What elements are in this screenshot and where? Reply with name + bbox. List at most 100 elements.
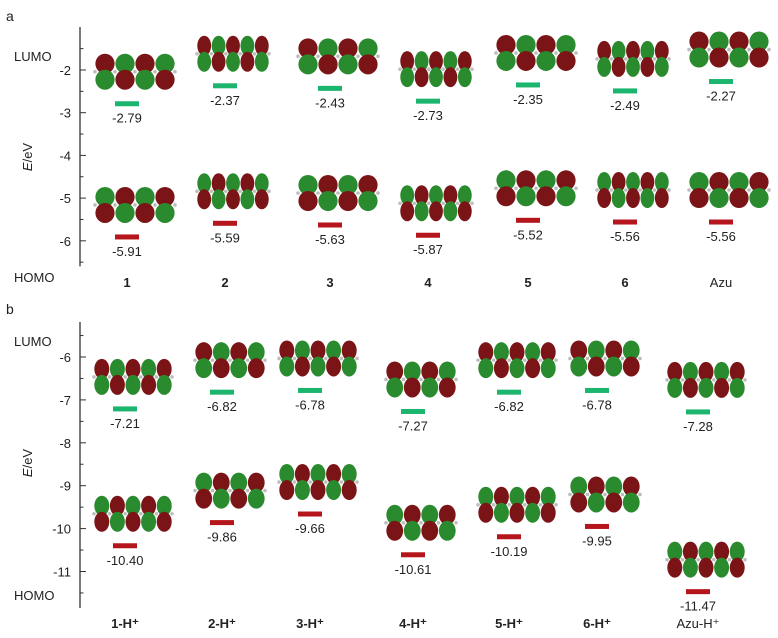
lumo-value-label: -6.78 — [582, 397, 612, 412]
homo-value-label: -5.59 — [210, 230, 240, 245]
lumo-value-label: -2.37 — [210, 93, 240, 108]
category-label: 1 — [123, 275, 130, 290]
homo-value-label: -10.40 — [107, 553, 144, 568]
y-tick-label: -6 — [59, 350, 71, 365]
homo-orbital-image — [687, 172, 771, 209]
homo-level-bar — [318, 222, 342, 228]
homo-orbital-image — [665, 541, 747, 578]
lumo-value-label: -7.27 — [398, 418, 428, 433]
lumo-orbital-image — [195, 35, 271, 72]
homo-value-label: -10.19 — [491, 544, 528, 559]
homo-orbital-image — [595, 172, 671, 209]
homo-level-label: HOMO — [14, 270, 54, 285]
category-label: 6 — [621, 275, 628, 290]
lumo-level-bar — [416, 98, 440, 104]
category-label: 5-H⁺ — [495, 616, 523, 631]
homo-level-label: HOMO — [14, 588, 54, 603]
y-tick-label: -8 — [59, 436, 71, 451]
y-axis-label: E/eV — [20, 143, 35, 172]
homo-level-bar — [401, 552, 425, 558]
homo-value-label: -5.56 — [610, 229, 640, 244]
homo-value-label: -9.86 — [207, 530, 237, 545]
lumo-orbital-image — [687, 31, 771, 68]
panel-b: b -6 -7 -8 -9 -10 -11 E/eV LUMO HOMO -7.21 -6.82 -6.… — [6, 301, 747, 631]
homo-orbital-image — [568, 476, 642, 513]
lumo-orbital-image — [384, 361, 458, 398]
homo-level-bar — [497, 534, 521, 540]
lumo-value-label: -2.27 — [706, 89, 736, 104]
category-label: 3 — [326, 275, 333, 290]
lumo-level-bar — [298, 387, 322, 393]
lumo-level-bar — [210, 389, 234, 395]
lumo-level-bar — [613, 88, 637, 94]
homo-orbital-image — [494, 170, 578, 207]
lumo-level-bar — [213, 83, 237, 89]
lumo-orbital-image — [296, 38, 380, 75]
lumo-level-bar — [497, 389, 521, 395]
lumo-value-label: -2.49 — [610, 98, 640, 113]
lumo-value-label: -6.82 — [494, 399, 524, 414]
homo-value-label: -9.66 — [295, 521, 325, 536]
homo-level-bar — [686, 589, 710, 595]
y-tick-label: -9 — [59, 479, 71, 494]
homo-level-bar — [516, 217, 540, 223]
homo-orbital-image — [476, 486, 558, 523]
homo-level-bar — [113, 543, 137, 549]
homo-orbital-image — [93, 186, 177, 223]
homo-level-bar — [709, 219, 733, 225]
lumo-level-bar — [115, 101, 139, 107]
homo-level-bar — [210, 520, 234, 526]
lumo-level-bar — [318, 85, 342, 91]
category-label: 4-H⁺ — [399, 616, 427, 631]
homo-orbital-image — [195, 173, 271, 210]
y-tick-label: -10 — [52, 522, 71, 537]
lumo-level-bar — [709, 79, 733, 85]
lumo-value-label: -6.82 — [207, 399, 237, 414]
homo-orbital-image — [193, 472, 267, 509]
panel-label: b — [6, 301, 14, 317]
lumo-level-bar — [516, 82, 540, 88]
homo-orbital-image — [92, 495, 174, 532]
lumo-level-bar — [686, 409, 710, 415]
homo-orbital-image — [398, 185, 474, 222]
category-label: 2-H⁺ — [208, 616, 236, 631]
lumo-orbital-image — [398, 51, 474, 88]
y-tick-label: -7 — [59, 393, 71, 408]
homo-value-label: -5.91 — [112, 244, 142, 259]
y-tick-label: -5 — [59, 191, 71, 206]
category-label: 6-H⁺ — [583, 616, 611, 631]
category-label: Azu — [710, 275, 732, 290]
y-tick-label: -11 — [53, 565, 71, 580]
y-tick-label: -4 — [59, 148, 71, 163]
panel-label: a — [6, 8, 14, 24]
homo-value-label: -10.61 — [395, 562, 432, 577]
homo-value-label: -5.87 — [413, 242, 443, 257]
lumo-orbital-image — [568, 340, 642, 377]
lumo-value-label: -7.21 — [110, 416, 140, 431]
homo-orbital-image — [296, 175, 380, 212]
homo-value-label: -11.47 — [680, 599, 716, 614]
lumo-value-label: -6.78 — [295, 397, 325, 412]
homo-level-bar — [613, 219, 637, 225]
lumo-level-label: LUMO — [14, 334, 52, 349]
category-label: 1-H⁺ — [111, 616, 139, 631]
lumo-level-label: LUMO — [14, 49, 52, 64]
lumo-level-bar — [401, 408, 425, 414]
category-label: 4 — [424, 275, 432, 290]
y-tick-label: -6 — [59, 234, 71, 249]
category-label: Azu-H⁺ — [677, 616, 720, 631]
category-label: 5 — [524, 275, 531, 290]
homo-level-bar — [585, 523, 609, 529]
lumo-value-label: -7.28 — [683, 419, 713, 434]
lumo-orbital-image — [494, 34, 578, 71]
homo-value-label: -5.52 — [513, 227, 543, 242]
homo-level-bar — [213, 220, 237, 226]
lumo-value-label: -2.35 — [513, 92, 543, 107]
lumo-value-label: -2.79 — [112, 111, 142, 126]
y-tick-label: -2 — [59, 63, 71, 78]
homo-orbital-image — [384, 504, 458, 541]
lumo-orbital-image — [665, 361, 747, 398]
homo-level-bar — [416, 232, 440, 238]
homo-value-label: -5.63 — [315, 232, 345, 247]
